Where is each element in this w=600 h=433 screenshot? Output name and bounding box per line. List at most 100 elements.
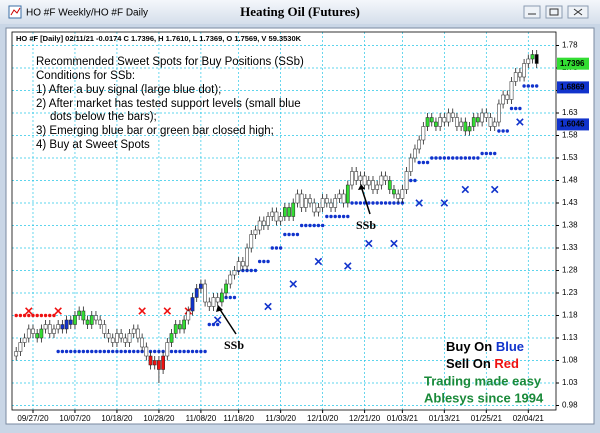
window-tab-title: HO #F Weekly/HO #F Daily: [26, 8, 148, 19]
indicator-dot: [514, 106, 518, 111]
indicator-dot: [337, 214, 342, 219]
indicator-dot: [320, 223, 325, 228]
indicator-dot: [497, 129, 501, 133]
candle-body: [530, 54, 535, 60]
candle-body: [31, 328, 35, 334]
x-tick-label: 01/13/21: [429, 414, 461, 423]
indicator-dot: [253, 268, 258, 273]
signal-cross: [344, 262, 352, 270]
indicator-dot: [455, 156, 459, 160]
price-marker-label: 1.6869: [560, 83, 585, 92]
indicator-dot: [413, 178, 417, 183]
indicator-dot: [169, 349, 174, 354]
note: 1) After a buy signal (large blue dot);: [36, 84, 221, 96]
candle-body: [68, 319, 73, 325]
candle-body: [123, 337, 128, 343]
candle-body: [534, 54, 539, 64]
candle-body: [476, 117, 480, 123]
indicator-dot: [522, 84, 526, 88]
candle-body: [438, 117, 442, 127]
indicator-dot: [111, 349, 115, 354]
candle-body: [366, 180, 371, 186]
y-tick-label: 1.28: [562, 266, 578, 275]
indicator-dot: [442, 156, 447, 160]
chart-panel: [5, 27, 595, 425]
indicator-dot: [48, 313, 52, 318]
indicator-dot: [182, 349, 186, 354]
indicator-dot: [446, 156, 451, 160]
candle-body: [85, 319, 90, 325]
indicator-dot: [354, 201, 358, 205]
candle-body: [106, 333, 111, 339]
indicator-dot: [262, 259, 266, 264]
annotation: SSb: [356, 218, 376, 232]
note: 3) Emerging blue bar or green bar closed…: [36, 125, 274, 137]
candle-body: [513, 72, 518, 82]
indicator-dot: [127, 349, 132, 354]
indicator-dot: [106, 349, 111, 354]
indicator-dot: [295, 232, 300, 237]
candle-body: [224, 283, 228, 294]
chart-header: HO #F [Daily] 02/11/21 -0.0174 C 1.7396,…: [16, 34, 302, 43]
candle-body: [152, 360, 157, 366]
x-tick-label: 10/18/20: [101, 414, 133, 423]
maximize-glyph: [549, 8, 559, 16]
candle-body: [26, 328, 31, 339]
indicator-dot: [35, 313, 39, 318]
signal-cross: [213, 316, 222, 324]
indicator-dot: [341, 214, 346, 219]
candle-body: [518, 72, 522, 78]
indicator-dot: [228, 295, 232, 300]
candle-body: [228, 274, 233, 285]
indicator-dot: [22, 313, 27, 318]
indicator-dot: [60, 349, 65, 354]
signal-cross: [264, 302, 272, 311]
candle-body: [379, 175, 384, 186]
candle-body: [215, 297, 220, 303]
x-tick-label: 10/28/20: [143, 414, 175, 423]
indicator-dot: [488, 151, 493, 156]
maximize-button[interactable]: [545, 5, 563, 19]
indicator-dot: [194, 349, 199, 354]
signal-cross: [138, 307, 146, 315]
indicator-dot: [484, 151, 489, 156]
candle-body: [312, 202, 317, 213]
candle-body: [52, 328, 56, 334]
candle-body: [278, 216, 283, 222]
candle-body: [450, 112, 455, 118]
indicator-dot: [178, 349, 182, 354]
candle-body: [383, 175, 388, 181]
indicator-dot: [257, 259, 262, 264]
candle-body: [194, 288, 199, 298]
indicator-dot: [115, 349, 119, 354]
x-tick-label: 12/21/20: [349, 414, 381, 423]
price-marker: [557, 57, 589, 70]
candle-body: [199, 283, 203, 289]
note: Conditions for SSb:: [36, 70, 135, 82]
minimize-button[interactable]: [523, 5, 541, 19]
candle-body: [77, 310, 82, 316]
grid-layer: [12, 32, 556, 410]
candle-body: [526, 58, 531, 64]
legend-text: Trading made easy: [424, 373, 542, 388]
candle-body: [110, 337, 115, 343]
price-marker: [557, 118, 589, 131]
candle-body: [94, 315, 98, 321]
candle-body: [81, 310, 86, 321]
annotation-arrowhead: [216, 305, 223, 312]
window-buttons[interactable]: [523, 5, 589, 19]
candle-body: [232, 270, 237, 276]
candle-body: [39, 328, 44, 339]
indicator-dot: [85, 349, 90, 354]
indicator-dot: [90, 349, 94, 354]
candle-body: [358, 175, 363, 181]
candle-body: [484, 112, 489, 118]
y-tick-label: 1.43: [562, 198, 578, 207]
indicator-dot: [379, 201, 384, 205]
y-tick-label: 1.33: [562, 243, 578, 252]
legend-text: Ablesys since 1994: [424, 390, 544, 405]
candle-body: [337, 193, 342, 199]
candle-body: [471, 117, 476, 127]
candle-body: [488, 117, 493, 127]
candle-body: [64, 319, 69, 330]
